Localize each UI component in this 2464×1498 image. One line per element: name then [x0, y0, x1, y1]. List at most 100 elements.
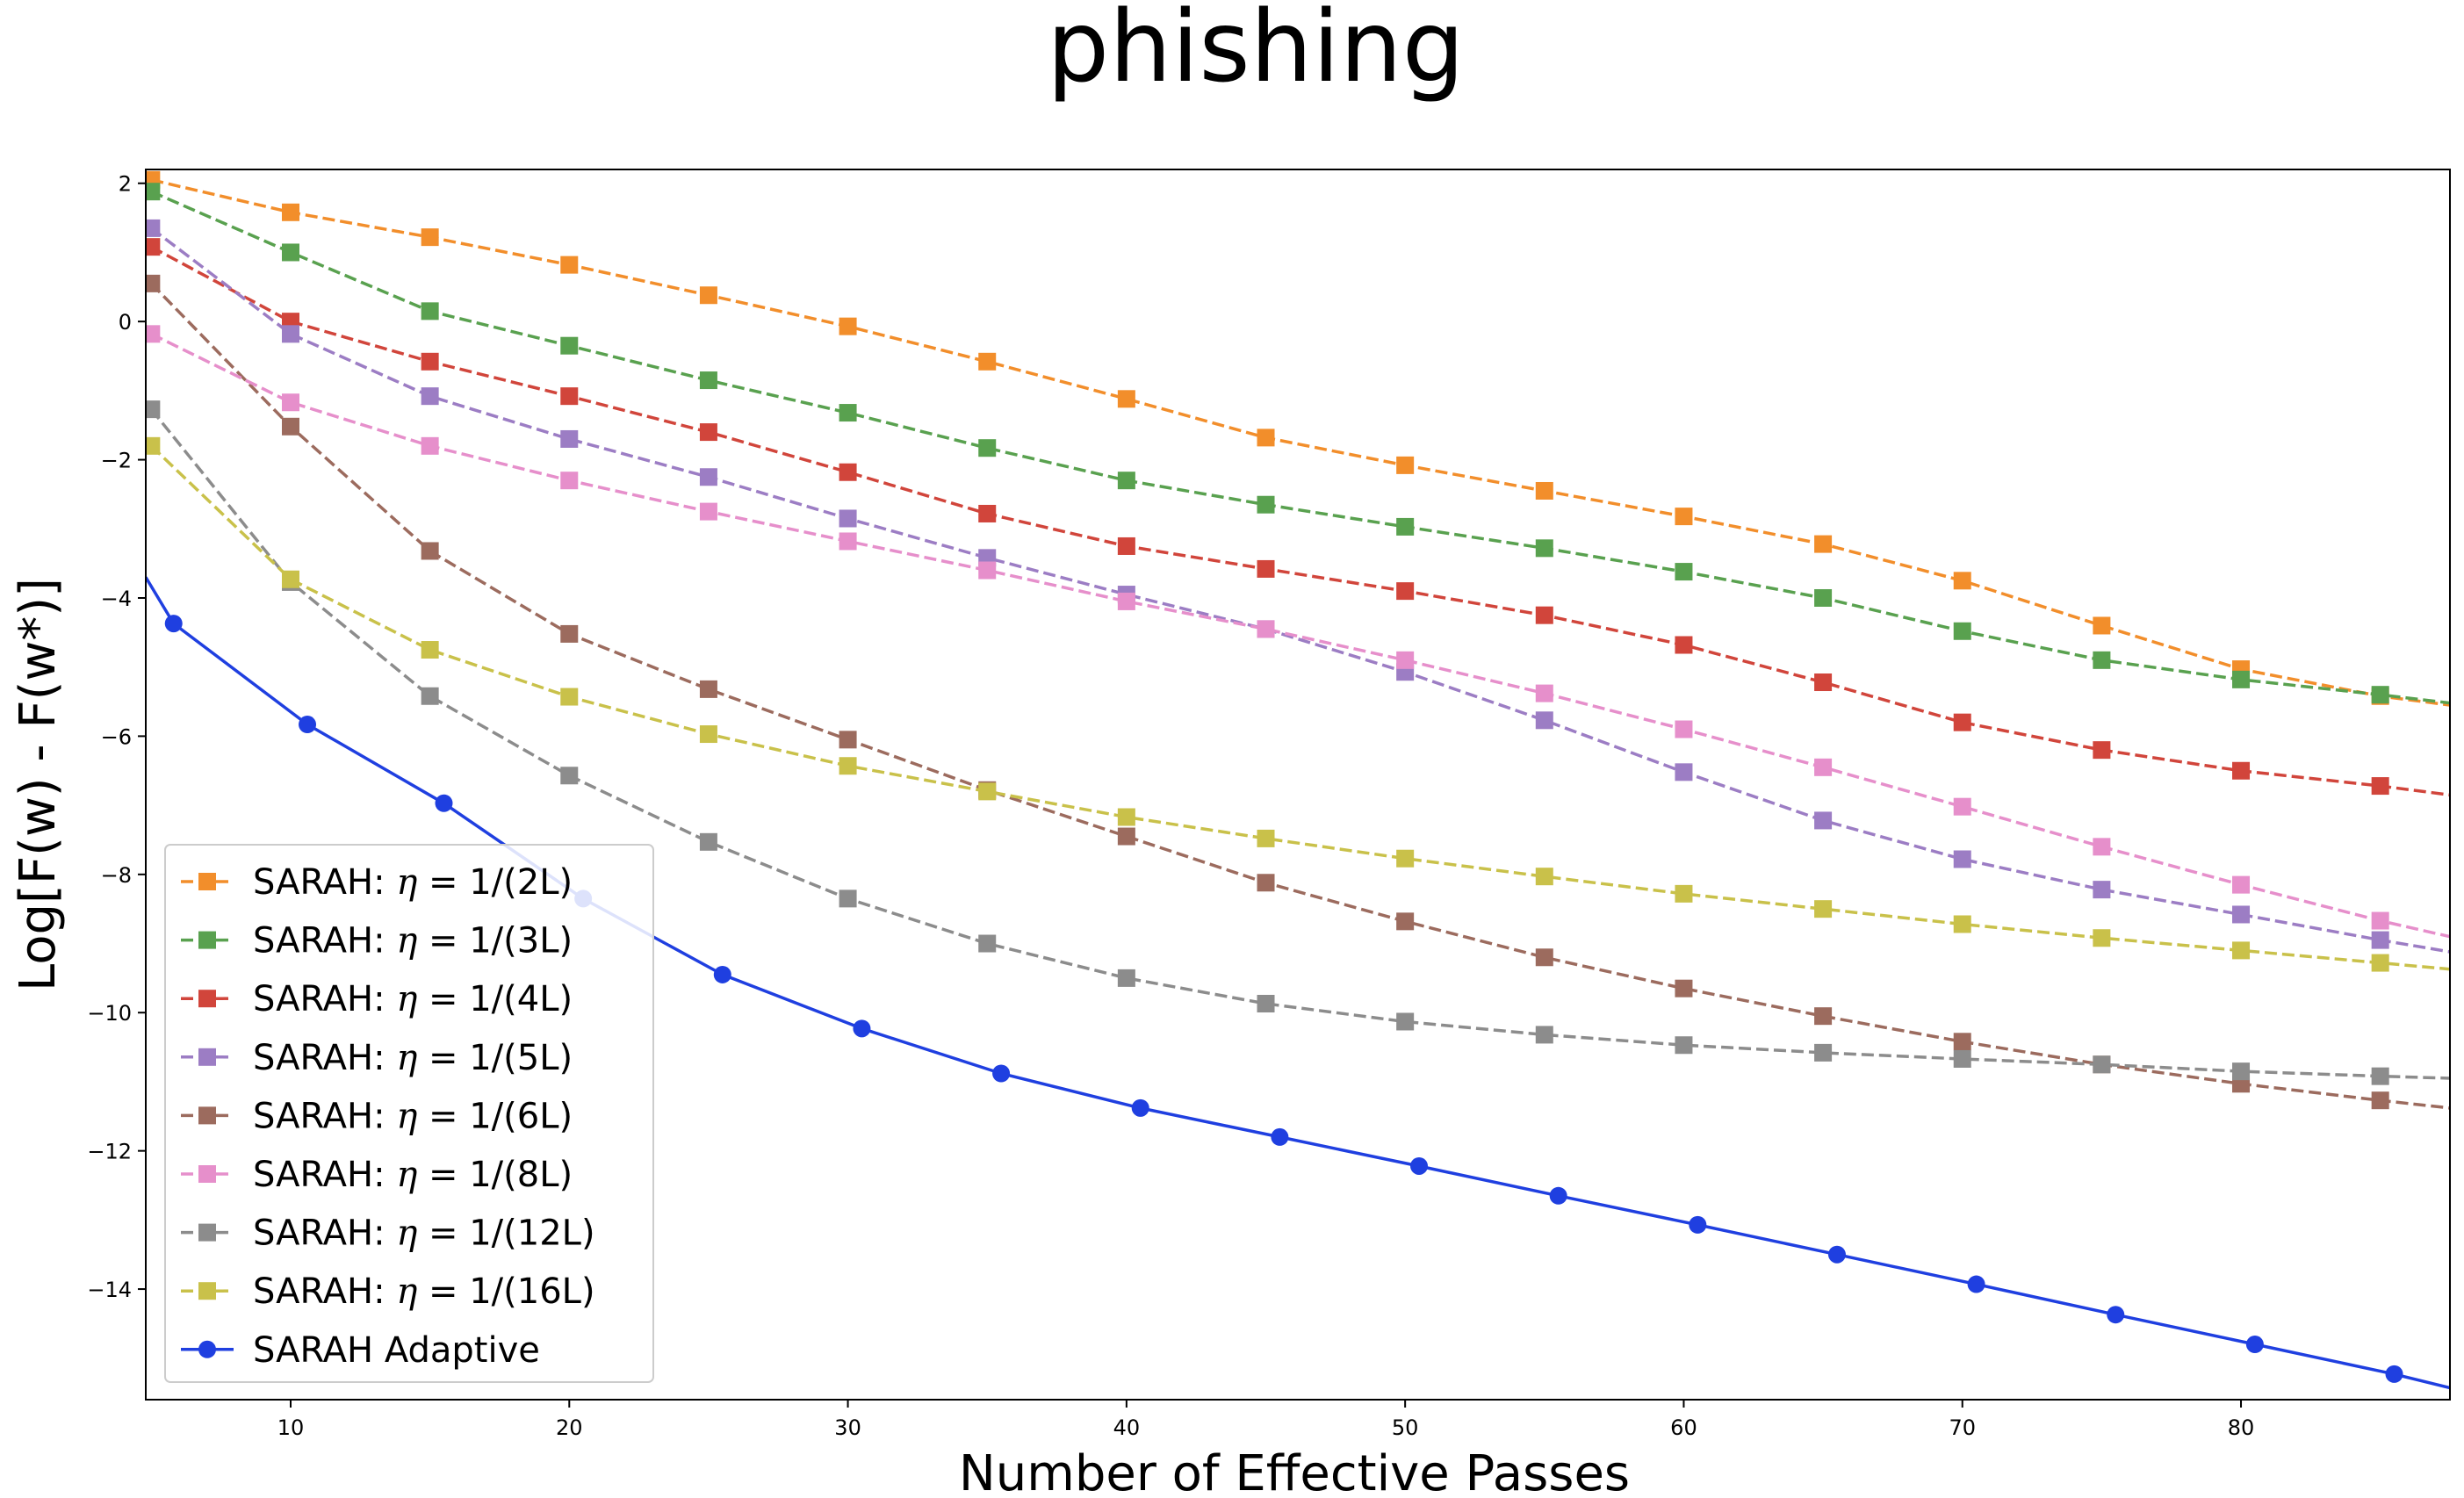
data-point	[1257, 429, 1275, 447]
legend-label-prefix: SARAH Adaptive	[253, 1330, 540, 1371]
data-point	[1953, 797, 1971, 816]
legend-label-prefix: SARAH:	[253, 1155, 396, 1195]
data-point	[198, 931, 216, 949]
legend-label-symbol: η	[396, 979, 417, 1019]
data-point	[198, 873, 216, 890]
data-point	[1535, 481, 1553, 500]
data-point	[2232, 875, 2251, 894]
data-point	[1535, 1026, 1553, 1044]
data-point	[1131, 1098, 1149, 1117]
data-point	[978, 504, 997, 522]
legend-label: SARAH: η = 1/(12L)	[253, 1214, 595, 1254]
data-point	[198, 1048, 216, 1066]
data-point	[1117, 592, 1135, 610]
data-point	[1953, 572, 1971, 590]
data-point	[421, 641, 439, 659]
data-point	[146, 400, 161, 419]
data-point	[281, 393, 299, 412]
data-point	[560, 256, 579, 274]
data-point	[1257, 995, 1275, 1013]
series-4	[146, 274, 2450, 1110]
series-line	[150, 444, 2450, 971]
data-point	[2232, 905, 2251, 924]
data-point	[560, 624, 579, 643]
legend: SARAH: η = 1/(2L)SARAH: η = 1/(3L)SARAH:…	[164, 844, 654, 1383]
data-point	[2093, 881, 2111, 899]
data-point	[853, 1019, 871, 1038]
legend-label-symbol: η	[396, 1096, 417, 1136]
legend-label-prefix: SARAH:	[253, 1096, 396, 1136]
data-point	[978, 782, 997, 801]
x-tick-label: 80	[2228, 1415, 2255, 1440]
series-7	[146, 436, 2450, 972]
data-point	[1535, 606, 1553, 624]
y-tick-label: −4	[101, 587, 132, 611]
data-point	[146, 436, 161, 455]
legend-item: SARAH: η = 1/(12L)	[181, 1214, 595, 1254]
legend-item: SARAH Adaptive	[181, 1330, 540, 1371]
data-point	[1117, 969, 1135, 987]
data-point	[2232, 761, 2251, 780]
data-point	[560, 429, 579, 448]
legend-label-symbol: η	[396, 1155, 417, 1195]
data-point	[699, 423, 717, 442]
series-line	[150, 227, 2450, 954]
series-line	[149, 408, 2450, 1080]
data-point	[1117, 472, 1135, 490]
data-point	[1410, 1156, 1429, 1175]
plot-frame	[145, 169, 2451, 1401]
data-point	[1827, 1245, 1846, 1264]
legend-label: SARAH: η = 1/(4L)	[253, 979, 573, 1019]
data-point	[421, 687, 439, 705]
legend-item: SARAH: η = 1/(16L)	[181, 1271, 595, 1312]
data-point	[1814, 535, 1833, 553]
data-point	[2371, 1067, 2389, 1085]
data-point	[978, 561, 997, 580]
data-point	[421, 436, 439, 455]
data-point	[839, 731, 857, 749]
data-point	[699, 832, 717, 851]
data-point	[839, 463, 857, 481]
data-point	[839, 317, 857, 335]
data-point	[2107, 1306, 2125, 1324]
legend-label-prefix: SARAH:	[253, 1038, 396, 1078]
data-point	[421, 228, 439, 247]
legend-item: SARAH: η = 1/(6L)	[181, 1096, 573, 1136]
legend-box	[164, 844, 654, 1383]
data-point	[1675, 979, 1693, 997]
y-tick-label: −12	[87, 1140, 132, 1164]
data-point	[1117, 390, 1135, 408]
data-point	[198, 1106, 216, 1125]
data-point	[2093, 1055, 2111, 1074]
legend-label: SARAH: η = 1/(5L)	[253, 1038, 573, 1078]
data-point	[699, 286, 717, 305]
data-point	[1257, 829, 1275, 847]
data-point	[839, 757, 857, 775]
data-point	[560, 387, 579, 406]
data-point	[1257, 495, 1275, 514]
data-point	[2245, 1336, 2264, 1354]
series-line	[150, 245, 2450, 797]
data-point	[1396, 456, 1415, 474]
data-point	[146, 274, 161, 292]
data-point	[1675, 508, 1693, 526]
x-tick-label: 70	[1949, 1415, 1976, 1440]
data-point	[421, 542, 439, 560]
data-point	[1675, 884, 1693, 903]
data-point	[1814, 1043, 1833, 1062]
data-point	[978, 439, 997, 457]
data-point	[435, 794, 453, 812]
data-point	[1953, 850, 1971, 868]
series-line	[150, 282, 2450, 1110]
x-tick-label: 60	[1670, 1415, 1697, 1440]
data-point	[1953, 915, 1971, 933]
legend-label: SARAH: η = 1/(6L)	[253, 1096, 573, 1136]
legend-label-suffix: = 1/(2L)	[417, 862, 573, 903]
data-point	[281, 203, 299, 221]
legend-label: SARAH: η = 1/(8L)	[253, 1155, 573, 1195]
data-point	[713, 965, 731, 983]
legend-label-suffix: = 1/(8L)	[417, 1155, 573, 1195]
data-point	[421, 302, 439, 320]
data-point	[146, 238, 161, 256]
